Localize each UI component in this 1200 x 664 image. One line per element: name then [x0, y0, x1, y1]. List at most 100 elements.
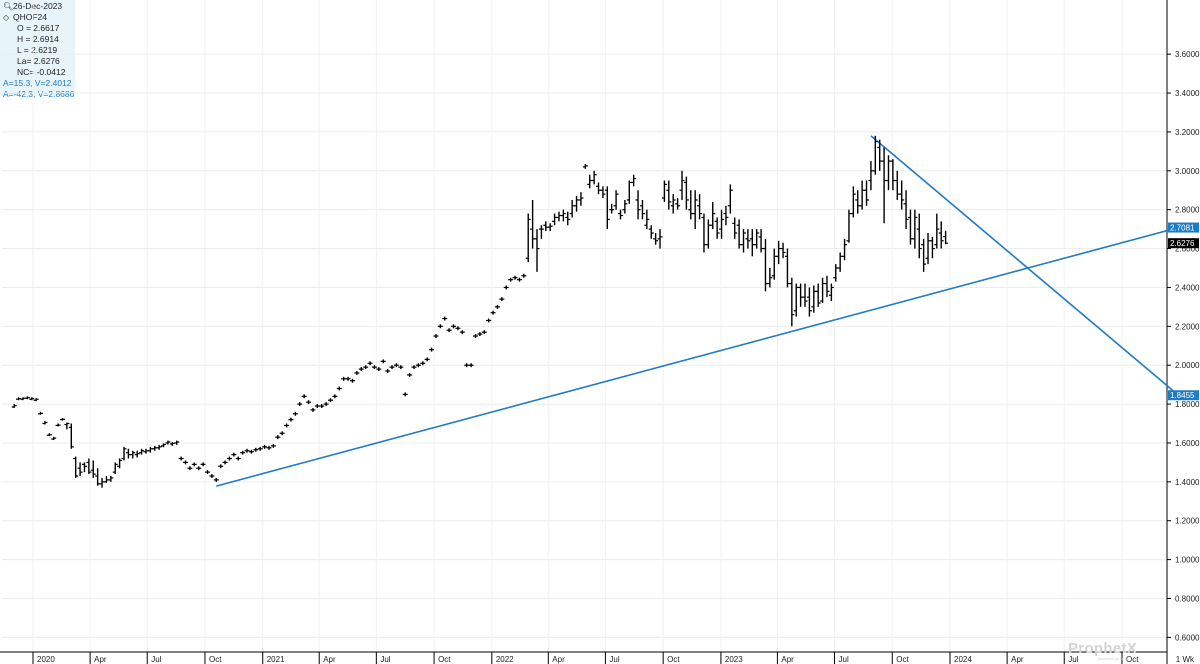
ohlc-bar: [20, 397, 26, 401]
ohlc-bar: [907, 209, 913, 245]
x-tick-label: Apr: [1011, 655, 1024, 664]
x-tick-label: Oct: [896, 655, 909, 664]
ohlc-bar: [784, 248, 790, 288]
ohlc-bar: [99, 477, 105, 488]
ohlc-bar: [376, 367, 382, 372]
ohlc-bar: [543, 221, 549, 232]
ohlc-bar: [842, 238, 848, 261]
period-label: 1 Wk: [1175, 655, 1194, 664]
y-tick-label: 2.8000: [1175, 206, 1200, 215]
ohlc-bar: [415, 363, 421, 368]
ohlc-bar: [165, 440, 171, 445]
ohlc-bar: [771, 248, 777, 280]
price-tag-bg: [1168, 390, 1199, 401]
ohlc-bar: [472, 334, 478, 338]
ohlc-bar: [231, 452, 237, 457]
ohlc-bar: [240, 450, 246, 455]
ohlc-bar: [762, 238, 768, 292]
info-symbol: QHOF24: [13, 12, 48, 22]
y-tick-label: 2.2000: [1175, 322, 1200, 331]
y-tick-label: 3.0000: [1175, 167, 1200, 176]
y-tick-label: 2.6000: [1175, 245, 1200, 254]
x-tick-label: 2024: [954, 655, 972, 664]
x-tick-label: 2020: [37, 655, 55, 664]
info-date-row: 🔍︎26-Dec-2023: [3, 1, 75, 12]
ohlc-bar: [152, 445, 158, 451]
ohlc-bar: [446, 328, 452, 333]
ohlc-bar: [868, 161, 874, 191]
ohlc-bar: [648, 225, 654, 239]
ohlc-bar: [516, 277, 522, 282]
ohlc-bar: [33, 398, 39, 402]
ohlc-bar: [433, 334, 439, 338]
ohlc-bar: [683, 176, 689, 210]
ohlc-bar: [565, 211, 571, 226]
ohlc-bar: [587, 174, 593, 189]
ohlc-bar: [929, 236, 935, 259]
ohlc-bar: [275, 435, 281, 440]
ohlc-bar: [701, 213, 707, 253]
ohlc-bar: [943, 230, 949, 245]
ohlc-bar: [872, 135, 878, 175]
y-tick-label: 3.6000: [1175, 50, 1200, 59]
ohlc-bar: [916, 213, 922, 259]
ohlc-bar: [719, 209, 725, 239]
prophetx-logo: ProphetX: [1068, 640, 1138, 657]
ohlc-bar: [806, 287, 812, 317]
ohlc-bar: [46, 433, 52, 437]
ohlc-bar: [187, 466, 193, 471]
ohlc-bar: [464, 363, 470, 368]
ohlc-bar: [670, 194, 676, 214]
ohlc-bar: [367, 361, 373, 366]
diamond-icon: ◇: [3, 13, 10, 22]
ohlc-bar: [117, 458, 123, 469]
ohlc-bar: [174, 440, 180, 445]
ohlc-bar: [723, 205, 729, 226]
x-tick-label: Apr: [323, 655, 336, 664]
ohlc-bar: [407, 372, 413, 377]
magnifier-icon: 🔍︎: [3, 2, 14, 11]
ohlc-bar: [306, 400, 312, 405]
ohlc-bar: [666, 180, 672, 210]
ohlc-bar: [890, 159, 896, 191]
trendline-1: [216, 226, 1179, 487]
ohlc-bar: [582, 163, 588, 169]
ohlc-bar: [846, 209, 852, 243]
ohlc-bar: [477, 332, 483, 337]
ohlc-bar: [578, 192, 584, 206]
ohlc-bar: [644, 209, 650, 230]
price-tag-bg: [1168, 222, 1199, 233]
ohlc-bar: [90, 460, 96, 478]
ohlc-bar: [77, 462, 83, 477]
ohlc-bar: [811, 285, 817, 313]
ohlc-bar: [525, 213, 531, 263]
info-date: 26-Dec-2023: [13, 1, 63, 11]
ohlc-bar: [569, 199, 575, 218]
ohlc-bar: [226, 456, 232, 461]
trendline-2: [870, 135, 1179, 396]
ohlc-bar: [380, 359, 386, 364]
y-tick-label: 2.4000: [1175, 283, 1200, 292]
ohlc-bar: [398, 365, 404, 370]
ohlc-bar: [429, 347, 435, 352]
ohlc-bar: [894, 170, 900, 200]
ohlc-bar: [358, 367, 364, 372]
ohlc-bar: [881, 147, 887, 224]
x-tick-label: Apr: [781, 655, 794, 664]
ohlc-bars: [11, 135, 949, 488]
ohlc-bar: [556, 211, 562, 222]
ohlc-bar: [266, 445, 272, 450]
ohlc-bar: [591, 170, 597, 185]
ohlc-bar: [218, 464, 224, 469]
ohlc-bar: [745, 229, 751, 249]
ohlc-bar: [499, 297, 505, 302]
x-tick-label: Apr: [94, 655, 107, 664]
ohlc-bar: [121, 446, 127, 461]
ohlc-bar: [196, 466, 202, 471]
ohlc-bar: [679, 170, 685, 200]
ohlc-bar: [653, 233, 659, 245]
ohlc-bar: [209, 474, 215, 478]
y-tick-label: 1.2000: [1175, 517, 1200, 526]
info-open: O = 2.6617: [17, 23, 60, 33]
